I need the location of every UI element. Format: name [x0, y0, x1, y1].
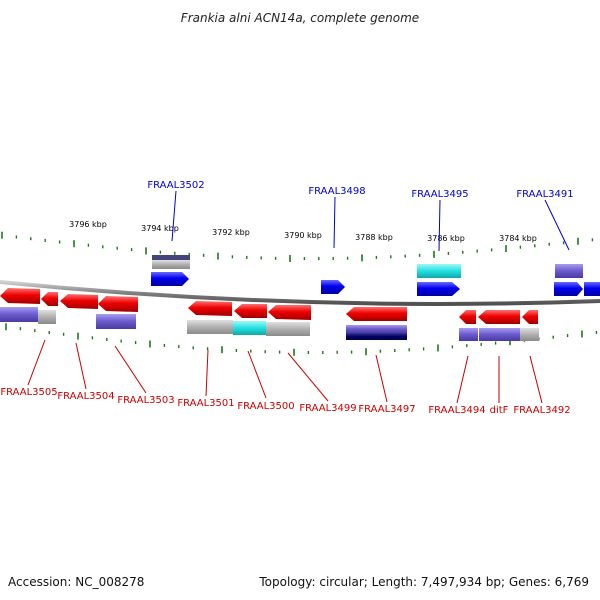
cds-feature[interactable] — [417, 264, 461, 278]
forward-strand — [151, 255, 600, 296]
top-label-leaders — [171, 190, 570, 252]
gene-label[interactable]: FRAAL3495 — [411, 189, 468, 200]
top-labels: FRAAL3502 FRAAL3498 FRAAL3495 FRAAL3491 — [147, 180, 573, 200]
cds-feature[interactable] — [152, 260, 190, 269]
cds-feature[interactable] — [96, 314, 136, 329]
leader-line — [456, 355, 469, 404]
tick-labels: 3796 kbp 3794 kbp 3792 kbp 3790 kbp 3788… — [69, 220, 537, 243]
gene-arrow-fraal3498[interactable] — [321, 280, 345, 294]
gene-label[interactable]: FRAAL3505 — [0, 387, 57, 398]
gene-arrow-fraal3499[interactable] — [268, 305, 311, 320]
gene-arrow-fraal3501[interactable] — [188, 301, 232, 316]
gene-arrow-fraal3503[interactable] — [98, 296, 138, 312]
tick-label: 3788 kbp — [355, 233, 393, 242]
gene-label[interactable]: ditF — [490, 405, 509, 416]
cds-feature[interactable] — [520, 328, 539, 341]
gene-label[interactable]: FRAAL3503 — [117, 395, 174, 406]
leader-line — [75, 342, 87, 390]
gene-arrow-fraal3500[interactable] — [234, 304, 267, 318]
leader-line — [287, 352, 329, 402]
gene-label[interactable]: FRAAL3499 — [299, 403, 356, 414]
gene-label[interactable]: FRAAL3494 — [428, 405, 485, 416]
gene-label[interactable]: FRAAL3502 — [147, 180, 204, 191]
cds-feature[interactable] — [187, 320, 233, 334]
gene-arrow-fraal3504[interactable] — [60, 294, 98, 309]
leader-line — [375, 354, 388, 403]
gene-label[interactable]: FRAAL3504 — [57, 391, 114, 402]
gene-arrow-ditf[interactable] — [478, 310, 520, 324]
gene-arrow-fraal3497[interactable] — [346, 307, 407, 321]
leader-line — [247, 350, 267, 399]
cds-feature[interactable] — [346, 333, 407, 340]
tick-ring-bottom — [5, 323, 598, 356]
tick-label: 3790 kbp — [284, 231, 322, 240]
cds-feature[interactable] — [346, 325, 407, 333]
gene-label[interactable]: FRAAL3497 — [358, 404, 415, 415]
gene-label[interactable]: FRAAL3501 — [177, 398, 234, 409]
cds-feature[interactable] — [38, 310, 56, 324]
map-title: Frankia alni ACN14a, complete genome — [181, 11, 419, 25]
leader-line — [171, 190, 177, 242]
gene-arrow-fraal3495[interactable] — [417, 282, 460, 296]
gene-arrow[interactable] — [584, 282, 600, 296]
cds-feature[interactable] — [555, 264, 583, 278]
cds-feature[interactable] — [479, 328, 520, 341]
gene-arrow-fraal3494[interactable] — [459, 310, 476, 324]
genome-info-text: Topology: circular; Length: 7,497,934 bp… — [259, 575, 589, 589]
reverse-strand — [0, 288, 539, 341]
gene-label[interactable]: FRAAL3492 — [513, 405, 570, 416]
tick-label: 3792 kbp — [212, 228, 250, 237]
leader-line — [205, 349, 209, 397]
gene-arrow-fraal3492[interactable] — [522, 310, 538, 324]
leader-line — [544, 199, 570, 251]
gene-arrow-fraal3491[interactable] — [554, 282, 583, 296]
gene-arrow-fraal3502[interactable] — [151, 272, 189, 286]
leader-line — [529, 355, 543, 404]
cds-feature[interactable] — [233, 321, 266, 335]
gene-arrow[interactable] — [41, 292, 58, 306]
cds-feature[interactable] — [459, 328, 478, 341]
cds-feature[interactable] — [266, 322, 310, 336]
leader-line — [27, 339, 46, 386]
accession-text: Accession: NC_008278 — [8, 575, 145, 589]
gene-label[interactable]: FRAAL3498 — [308, 186, 365, 197]
tick-label: 3794 kbp — [141, 224, 179, 233]
bottom-label-leaders — [27, 339, 543, 404]
gene-arrow-fraal3505[interactable] — [0, 288, 40, 304]
tick-label: 3786 kbp — [427, 234, 465, 243]
cds-feature[interactable] — [152, 255, 190, 260]
gene-label[interactable]: FRAAL3491 — [516, 189, 573, 200]
leader-line — [114, 345, 147, 394]
cds-feature[interactable] — [0, 307, 38, 322]
tick-label: 3796 kbp — [69, 220, 107, 229]
leader-line — [333, 196, 336, 249]
bottom-labels: FRAAL3505 FRAAL3504 FRAAL3503 FRAAL3501 … — [0, 387, 570, 416]
tick-label: 3784 kbp — [499, 234, 537, 243]
genome-backbone — [0, 280, 600, 306]
gene-label[interactable]: FRAAL3500 — [237, 401, 294, 412]
leader-line — [438, 199, 441, 252]
